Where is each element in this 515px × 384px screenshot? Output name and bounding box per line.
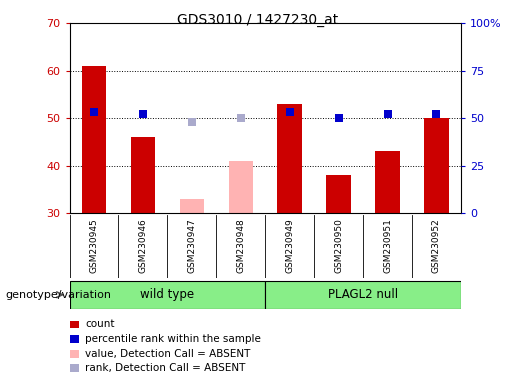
Bar [70, 321, 79, 328]
Text: GSM230952: GSM230952 [432, 218, 441, 273]
Text: PLAGL2 null: PLAGL2 null [328, 288, 398, 301]
Point [90, 109, 98, 116]
Text: rank, Detection Call = ABSENT: rank, Detection Call = ABSENT [85, 363, 245, 373]
Text: value, Detection Call = ABSENT: value, Detection Call = ABSENT [85, 349, 250, 359]
Text: count: count [85, 319, 114, 329]
Text: genotype/variation: genotype/variation [5, 290, 111, 300]
FancyBboxPatch shape [265, 281, 461, 309]
Bar [82, 66, 106, 213]
Text: GSM230945: GSM230945 [90, 218, 98, 273]
Text: GSM230947: GSM230947 [187, 218, 196, 273]
Bar [327, 175, 351, 213]
Bar [278, 104, 302, 213]
Text: GSM230946: GSM230946 [139, 218, 147, 273]
Point [187, 119, 196, 125]
Text: GSM230949: GSM230949 [285, 218, 294, 273]
Point [432, 111, 440, 118]
Text: percentile rank within the sample: percentile rank within the sample [85, 334, 261, 344]
Point [139, 111, 147, 118]
Text: wild type: wild type [140, 288, 195, 301]
Bar [70, 364, 79, 372]
Bar [375, 151, 400, 213]
Bar [131, 137, 155, 213]
Bar [70, 350, 79, 358]
Bar [70, 335, 79, 343]
Bar [180, 199, 204, 213]
Text: GSM230948: GSM230948 [236, 218, 245, 273]
Bar [424, 118, 449, 213]
Text: GDS3010 / 1427230_at: GDS3010 / 1427230_at [177, 13, 338, 27]
Point [335, 115, 343, 121]
Bar [229, 161, 253, 213]
FancyBboxPatch shape [70, 281, 265, 309]
Text: GSM230951: GSM230951 [383, 218, 392, 273]
Point [383, 111, 391, 118]
Text: GSM230950: GSM230950 [334, 218, 343, 273]
Point [236, 115, 245, 121]
Point [285, 109, 294, 116]
